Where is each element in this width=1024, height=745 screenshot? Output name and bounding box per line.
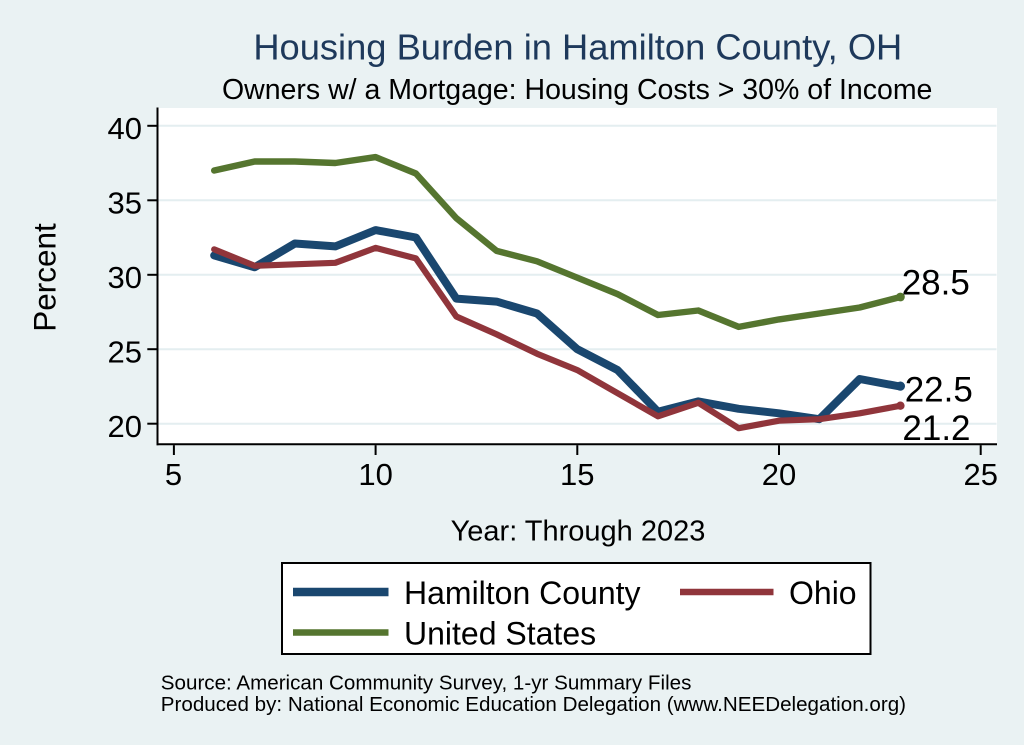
svg-text:20: 20 [762,457,796,492]
svg-text:25: 25 [963,457,997,492]
svg-text:20: 20 [108,409,142,444]
svg-text:Ohio: Ohio [789,575,857,611]
svg-text:21.2: 21.2 [902,409,970,448]
svg-text:35: 35 [108,186,142,221]
svg-text:Percent: Percent [27,223,63,332]
svg-text:Owners w/ a Mortgage: Housing: Owners w/ a Mortgage: Housing Costs > 30… [222,74,932,106]
svg-text:30: 30 [108,260,142,295]
svg-text:28.5: 28.5 [902,264,970,303]
svg-text:Year: Through 2023: Year: Through 2023 [451,516,706,548]
svg-text:22.5: 22.5 [905,371,973,410]
svg-text:5: 5 [165,457,182,492]
svg-text:15: 15 [560,457,594,492]
svg-text:25: 25 [108,335,142,370]
svg-text:Produced by: National Economic: Produced by: National Economic Education… [161,693,906,716]
svg-text:Hamilton County: Hamilton County [404,575,641,611]
svg-text:40: 40 [108,111,142,146]
svg-text:Housing Burden in Hamilton Cou: Housing Burden in Hamilton County, OH [253,27,902,68]
svg-text:United States: United States [404,616,596,652]
svg-text:Source: American Community Sur: Source: American Community Survey, 1-yr … [161,671,692,694]
svg-text:10: 10 [358,457,392,492]
